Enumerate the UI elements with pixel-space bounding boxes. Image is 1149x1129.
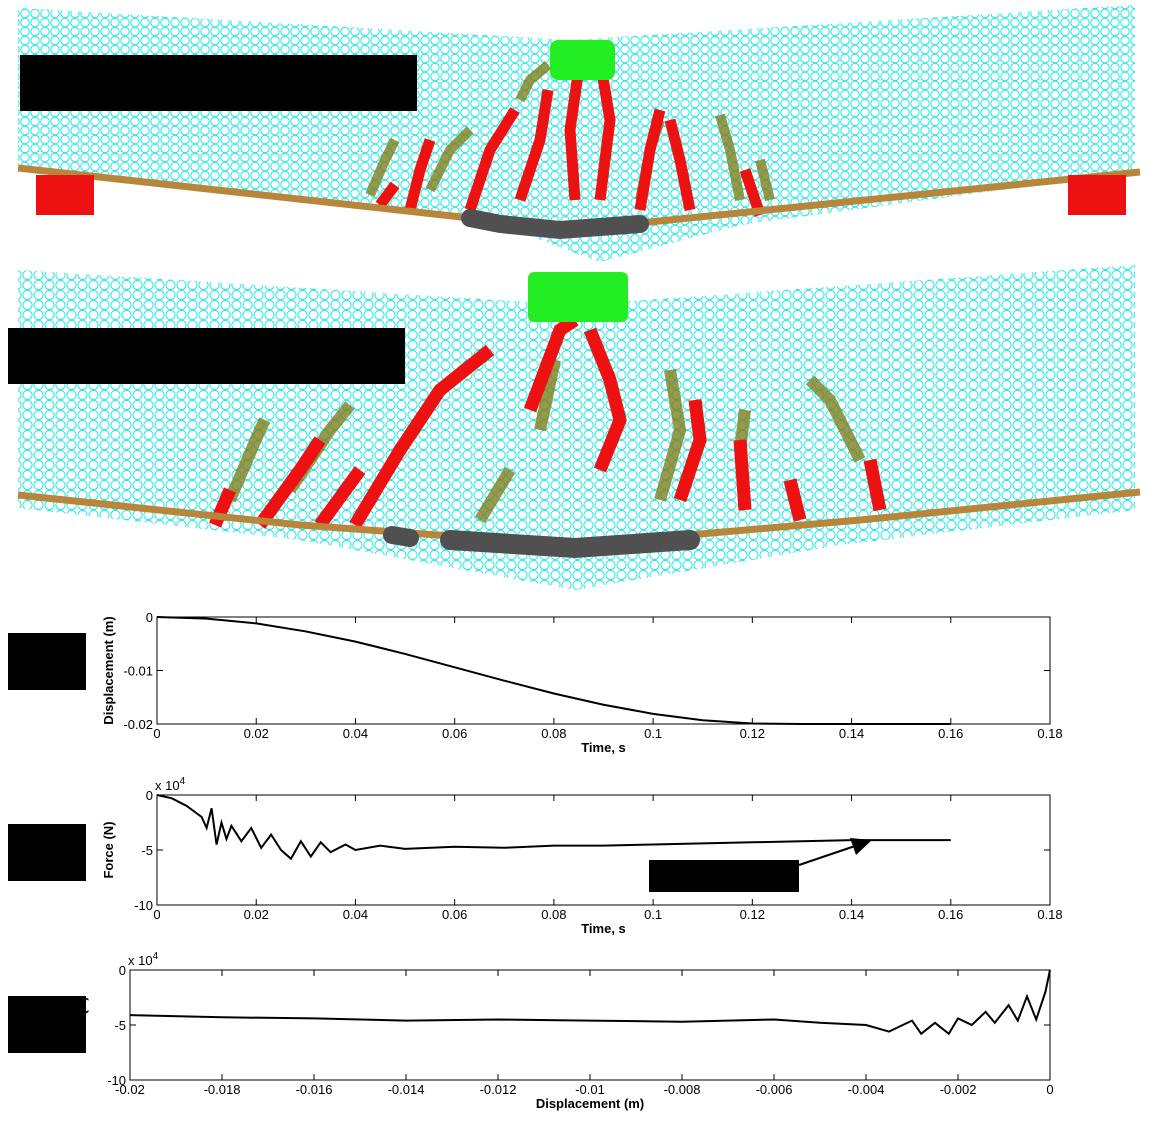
exponent-label: x 104 [155,776,186,793]
x-tick-label: -0.014 [388,1082,425,1097]
x-tick-label: 0.16 [938,907,963,922]
x-tick-label: 0.16 [938,726,963,741]
x-tick-label: 0.18 [1037,907,1062,922]
redaction [8,824,86,881]
x-tick-label: 0.14 [839,907,864,922]
x-tick-label: -0.02 [115,1082,145,1097]
x-tick-label: 0.02 [244,726,269,741]
y-tick-label: 0 [146,788,153,803]
exponent-base: x 10 [155,778,180,793]
x-tick-label: 0.12 [740,907,765,922]
exponent-power: 4 [180,776,186,787]
x-tick-label: -0.012 [480,1082,517,1097]
y-axis-label: Displacement (m) [101,616,116,724]
exponent-power: 4 [153,951,159,962]
x-tick-label: -0.008 [664,1082,701,1097]
x-tick-label: 0.1 [644,907,662,922]
beam-simulation-1 [17,5,1141,262]
x-tick-label: -0.002 [940,1082,977,1097]
x-axis-label: Displacement (m) [536,1096,644,1111]
x-axis-label: Time, s [581,740,626,755]
y-tick-label: -10 [134,898,153,913]
beam-simulation-2 [8,265,1141,590]
x-tick-label: 0.04 [343,907,368,922]
y-tick-label: -5 [141,843,153,858]
x-tick-label: 0 [153,907,160,922]
redaction [8,996,86,1053]
y-tick-label: -0.02 [123,717,153,732]
x-tick-label: 0.02 [244,907,269,922]
x-tick-label: 0.14 [839,726,864,741]
x-tick-label: -0.018 [204,1082,241,1097]
y-axis-label: Force (N) [74,996,89,1053]
y-tick-label: -5 [114,1018,126,1033]
x-tick-label: 0.12 [740,726,765,741]
x-tick-label: 0.06 [442,907,467,922]
x-tick-label: -0.016 [296,1082,333,1097]
y-tick-label: -10 [107,1073,126,1088]
x-tick-label: 0.18 [1037,726,1062,741]
plot-area [156,616,1051,725]
x-tick-label: 0 [1046,1082,1053,1097]
x-tick-label: 0.08 [541,726,566,741]
y-tick-label: 0 [146,610,153,625]
exponent-label: x 104 [128,951,159,968]
x-tick-label: 0.08 [541,907,566,922]
x-axis-label: Time, s [581,921,626,936]
x-tick-label: 0.06 [442,726,467,741]
data-line [156,616,951,725]
data-line [156,794,951,861]
x-tick-label: 0 [153,726,160,741]
x-tick-label: -0.006 [756,1082,793,1097]
y-tick-label: 0 [119,963,126,978]
plot-area [156,794,1051,906]
x-tick-label: -0.004 [848,1082,885,1097]
exponent-base: x 10 [128,953,153,968]
y-tick-label: -0.01 [123,664,153,679]
annotation-arrow [649,838,872,892]
x-tick-label: 0.1 [644,726,662,741]
x-tick-label: -0.01 [575,1082,605,1097]
y-axis-label: Force (N) [101,821,116,878]
data-line [129,969,1051,1036]
redaction [8,633,86,690]
x-tick-label: 0.04 [343,726,368,741]
plot-area [129,969,1051,1081]
